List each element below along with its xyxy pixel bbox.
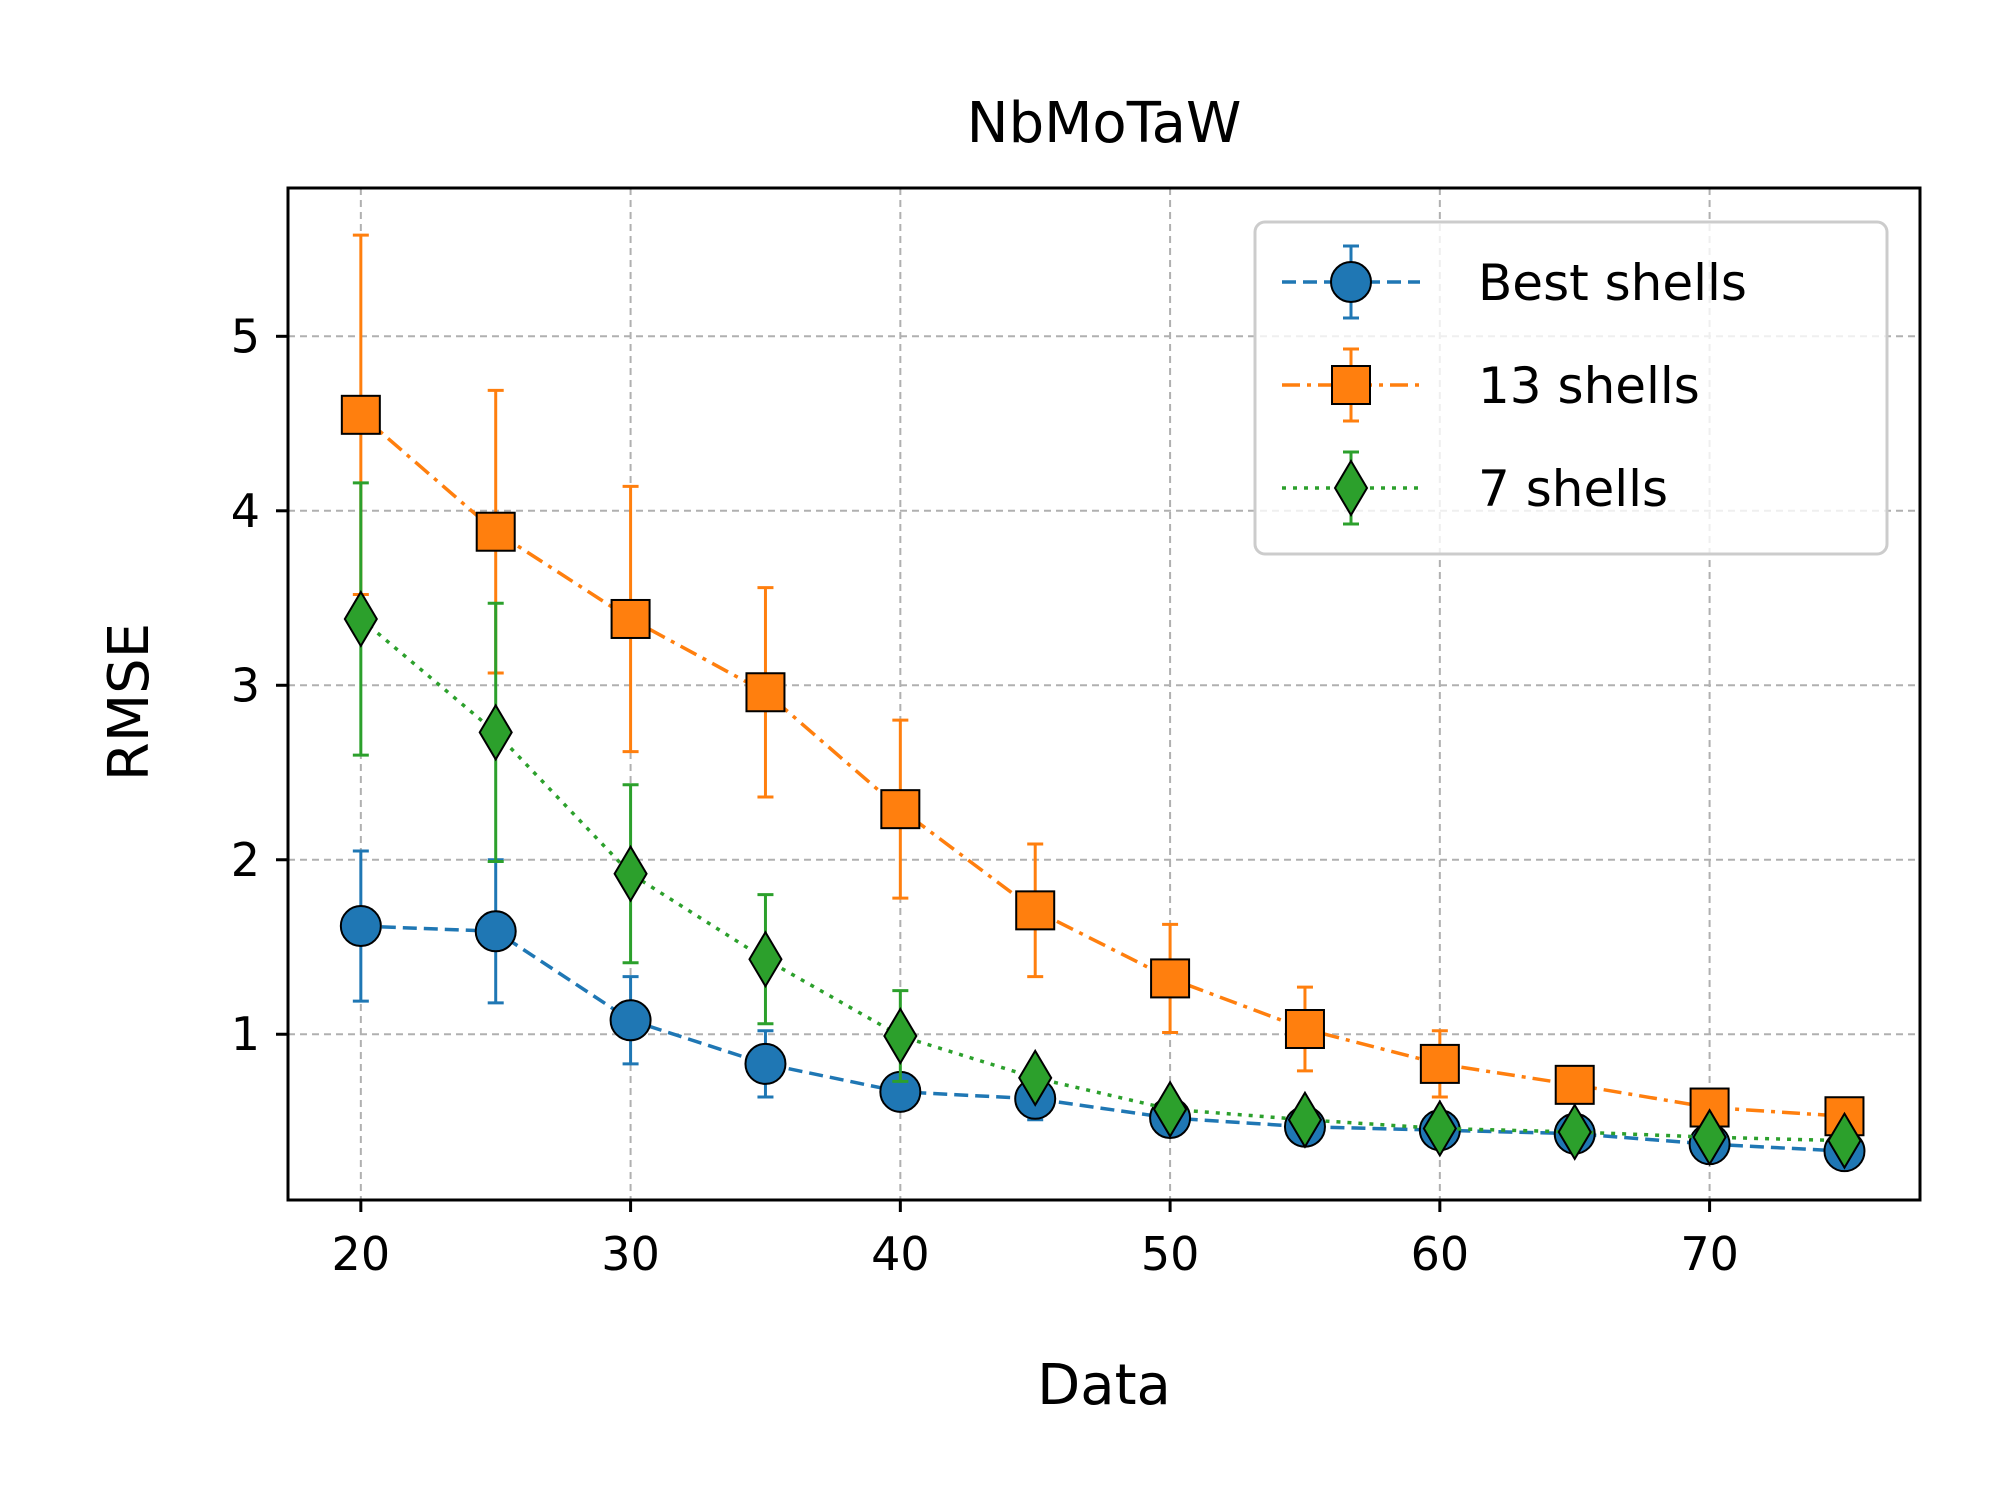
- data-point: [748, 930, 783, 989]
- series-line: [359, 413, 1845, 1118]
- x-axis-label: Data: [1037, 1353, 1171, 1418]
- x-tick-label: 40: [871, 1227, 930, 1281]
- x-tick-label: 30: [601, 1227, 660, 1281]
- data-point: [744, 1042, 787, 1085]
- data-point: [1284, 1009, 1325, 1050]
- chart-title: NbMoTaW: [967, 91, 1242, 156]
- data-point: [1150, 958, 1191, 999]
- y-tick-label: 2: [231, 833, 260, 887]
- axis-ticks: 20 30 40 50 60 70 1 2 3 4 5: [231, 309, 1739, 1281]
- series-layer: [339, 233, 1866, 1173]
- x-tick-label: 60: [1411, 1227, 1470, 1281]
- legend-marker: [1333, 459, 1369, 517]
- data-point: [478, 703, 513, 762]
- legend-label: 7 shells: [1478, 460, 1668, 518]
- data-point: [1015, 890, 1056, 931]
- series-line: [360, 924, 1845, 1153]
- y-tick-label: 3: [231, 658, 260, 712]
- legend-entry: 7 shells: [1282, 450, 1668, 526]
- data-point: [883, 1007, 918, 1065]
- legend-entry: 13 shells: [1282, 347, 1700, 423]
- data-point: [745, 672, 786, 713]
- legend-marker: [1331, 365, 1371, 405]
- data-point: [613, 844, 648, 903]
- data-point: [474, 910, 517, 953]
- data-point: [1018, 1048, 1053, 1107]
- data-point: [475, 511, 516, 552]
- data-point: [610, 598, 651, 639]
- series-7-shells: [343, 481, 1862, 1170]
- legend-label: 13 shells: [1478, 357, 1700, 415]
- data-point: [1692, 1108, 1727, 1167]
- series-13-shells: [340, 233, 1865, 1137]
- data-point: [1287, 1090, 1323, 1149]
- x-tick-label: 70: [1680, 1227, 1739, 1281]
- data-point: [343, 590, 378, 648]
- y-axis-label: RMSE: [97, 623, 162, 781]
- data-point: [1557, 1102, 1592, 1161]
- y-tick-label: 4: [231, 484, 260, 538]
- legend-label: Best shells: [1478, 254, 1747, 312]
- data-point: [1827, 1111, 1862, 1170]
- data-point: [1419, 1043, 1460, 1084]
- data-point: [340, 394, 381, 435]
- legend-entry: Best shells: [1282, 244, 1747, 320]
- data-point: [1554, 1064, 1595, 1105]
- data-point: [880, 789, 921, 830]
- y-tick-label: 1: [231, 1007, 260, 1061]
- x-tick-label: 20: [332, 1227, 391, 1281]
- data-point: [1152, 1080, 1188, 1139]
- legend: Best shells 13 shells 7 shells: [1253, 220, 1889, 556]
- plot-frame: [286, 186, 1922, 1202]
- legend-frame: [1253, 220, 1889, 556]
- data-point: [1422, 1099, 1458, 1158]
- data-point: [609, 999, 652, 1042]
- x-tick-label: 50: [1141, 1227, 1200, 1281]
- legend-marker: [1330, 261, 1372, 303]
- data-point: [339, 905, 382, 948]
- y-tick-label: 5: [231, 309, 260, 363]
